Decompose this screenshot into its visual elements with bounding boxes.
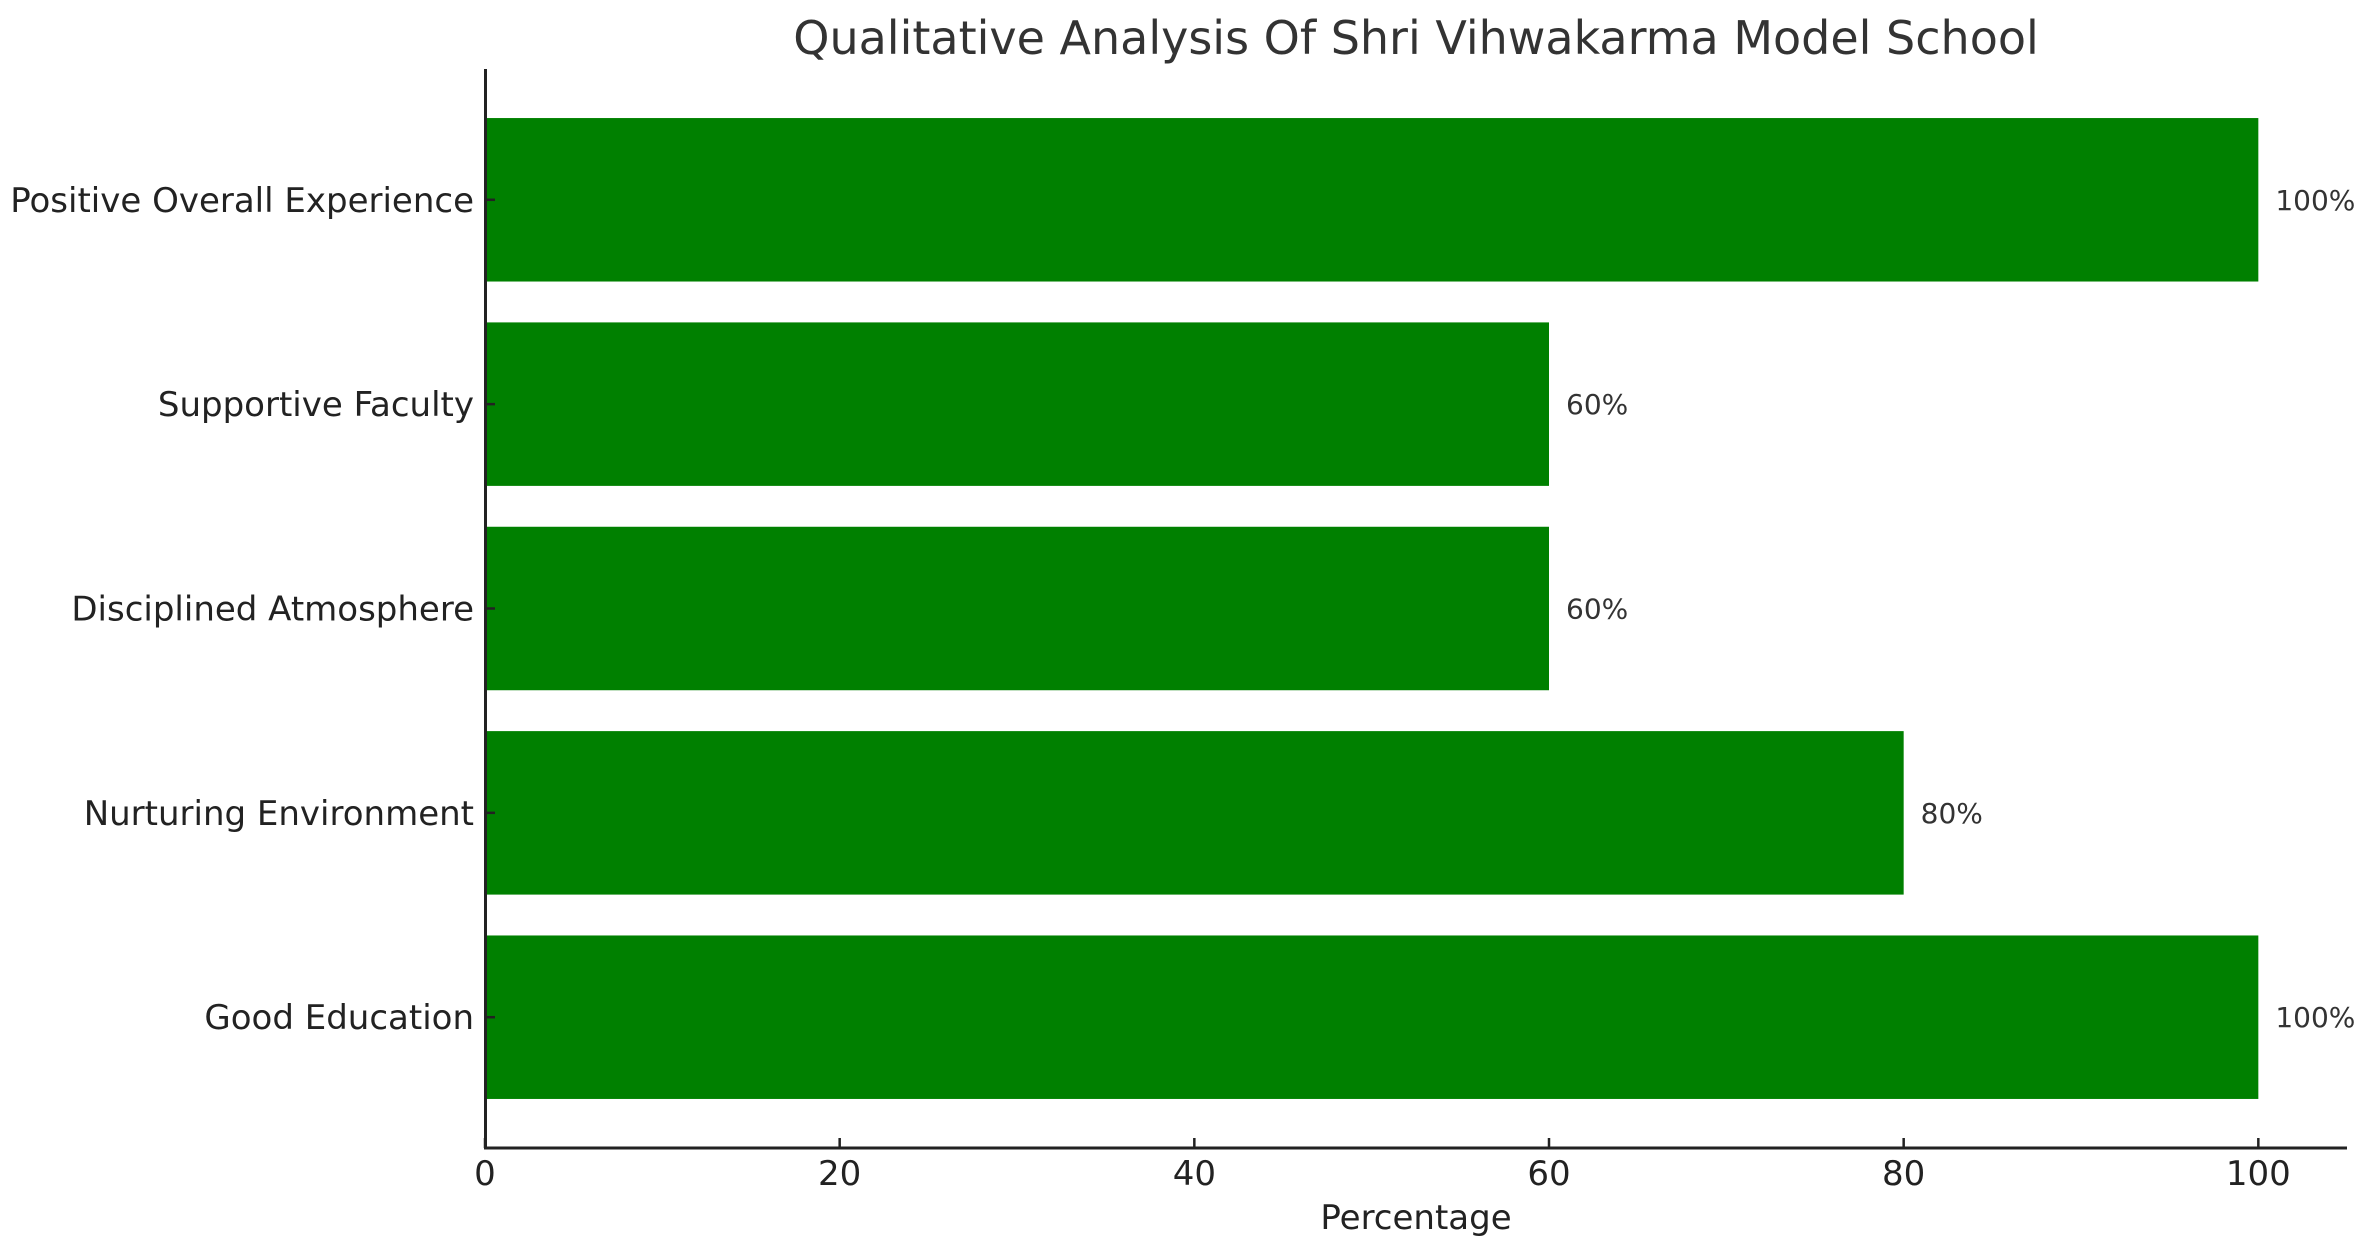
y-tick-label: Disciplined Atmosphere	[71, 590, 474, 630]
bar-value-label: 80%	[1921, 797, 1983, 830]
x-tick-label: 20	[818, 1154, 861, 1194]
y-tick-label: Supportive Faculty	[158, 385, 474, 425]
value-labels: 100% 60% 60% 80% 100%	[1566, 184, 2355, 1034]
x-axis-label: Percentage	[1320, 1198, 1511, 1238]
x-tick-label: 80	[1882, 1154, 1925, 1194]
x-axis-ticks: 0 20 40 60 80 100	[474, 1138, 2291, 1194]
y-tick-label: Good Education	[204, 998, 474, 1038]
bar	[485, 935, 2259, 1099]
bars	[485, 118, 2259, 1099]
bar	[485, 731, 1904, 895]
bar	[485, 322, 1549, 486]
bar-value-label: 100%	[2275, 1001, 2355, 1034]
bar-value-label: 60%	[1566, 388, 1628, 421]
bar-value-label: 100%	[2275, 184, 2355, 217]
chart-title: Qualitative Analysis Of Shri Vihwakarma …	[793, 11, 2039, 65]
bar	[485, 118, 2259, 282]
y-axis-ticks: Positive Overall Experience Supportive Fa…	[10, 181, 495, 1038]
y-tick-label: Nurturing Environment	[84, 794, 474, 834]
bar-value-label: 60%	[1566, 593, 1628, 626]
y-tick-label: Positive Overall Experience	[10, 181, 474, 221]
x-tick-label: 60	[1527, 1154, 1570, 1194]
x-tick-label: 100	[2226, 1154, 2291, 1194]
bar	[485, 526, 1549, 691]
x-tick-label: 0	[474, 1154, 496, 1194]
x-tick-label: 40	[1173, 1154, 1216, 1194]
